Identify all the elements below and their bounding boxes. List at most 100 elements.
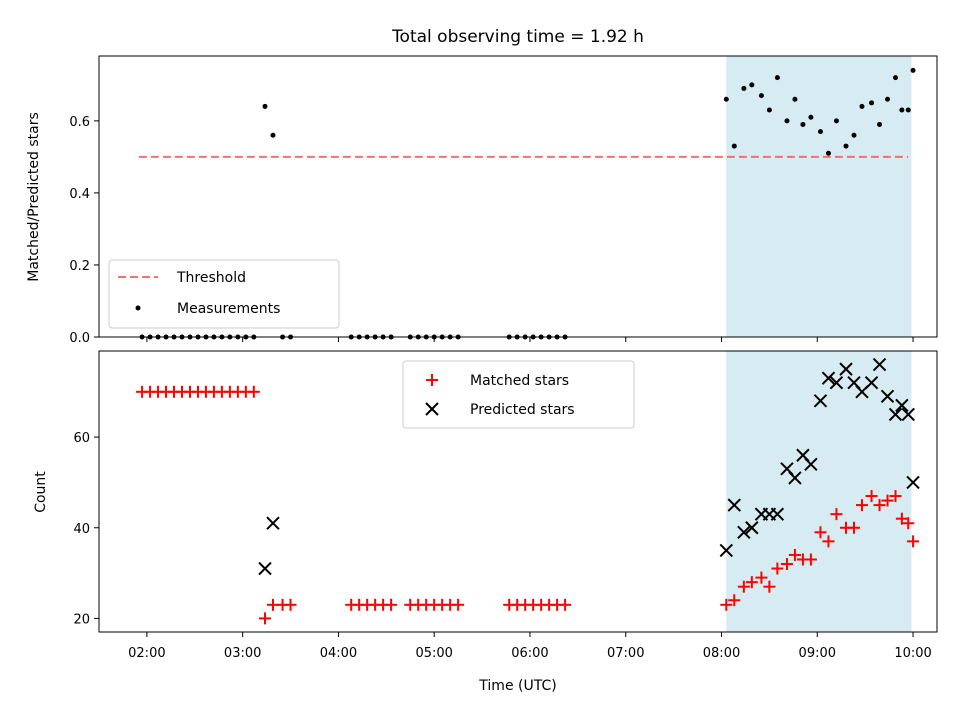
top-y-tick-label: 0.6 xyxy=(69,115,90,130)
top-y-tick-label: 0.4 xyxy=(69,187,90,202)
measurement-point xyxy=(758,93,764,99)
measurement-point xyxy=(905,107,911,113)
legend-measurements-label: Measurements xyxy=(177,301,280,317)
measurement-point xyxy=(262,103,268,109)
x-tick-label: 07:00 xyxy=(607,646,644,661)
measurement-point xyxy=(892,75,898,81)
bottom-panel: 20 40 60 02:00 03:00 04:00 05:00 06:00 07:00 08:… xyxy=(33,350,938,694)
predicted-point xyxy=(839,362,853,376)
matched-point xyxy=(452,598,465,611)
matched-point xyxy=(788,548,801,561)
measurement-point xyxy=(808,114,814,120)
predicted-point xyxy=(745,521,759,535)
matched-point xyxy=(804,553,817,566)
matched-point xyxy=(385,598,398,611)
measurement-point xyxy=(792,96,798,102)
matched-point xyxy=(763,580,776,593)
legend-matched-swatch xyxy=(426,374,438,386)
predicted-point xyxy=(906,475,920,490)
x-tick-label: 02:00 xyxy=(128,646,165,661)
measurement-point xyxy=(774,75,780,81)
measurement-point xyxy=(723,96,729,102)
measurement-point xyxy=(731,143,737,149)
matched-point xyxy=(259,612,272,625)
measurement-point xyxy=(843,143,849,149)
matched-point xyxy=(780,558,793,571)
predicted-point xyxy=(880,389,895,404)
matched-point xyxy=(822,535,835,548)
matched-point xyxy=(737,580,750,593)
measurement-point xyxy=(851,132,857,138)
measurement-point xyxy=(877,121,883,127)
bottom-y-axis-label: Count xyxy=(33,471,49,513)
predicted-point xyxy=(888,407,903,422)
predicted-point xyxy=(770,507,785,521)
bottom-span xyxy=(726,351,912,632)
predicted-point xyxy=(737,525,751,539)
measurement-point xyxy=(766,107,772,113)
matched-point xyxy=(728,594,741,607)
x-tick-label: 08:00 xyxy=(703,646,740,661)
legend-threshold-label: Threshold xyxy=(176,270,246,286)
bottom-y-tick-label: 40 xyxy=(73,522,90,537)
measurement-point xyxy=(899,107,905,113)
predicted-point xyxy=(813,394,828,408)
predicted-point xyxy=(864,376,879,390)
bottom-y-ticks: 20 40 60 xyxy=(73,431,99,627)
matched-point xyxy=(895,512,908,525)
top-axes-frame xyxy=(98,55,938,338)
measurement-point xyxy=(869,100,875,106)
legend-predicted-swatch xyxy=(425,402,439,416)
predicted-point xyxy=(727,498,741,512)
predicted-point xyxy=(804,457,818,472)
legend-predicted-label: Predicted stars xyxy=(470,402,575,418)
measurement-point xyxy=(885,96,891,102)
predicted-points xyxy=(258,357,920,576)
predicted-point xyxy=(258,561,272,576)
x-tick-label: 10:00 xyxy=(894,646,931,661)
measurement-point xyxy=(784,118,790,124)
predicted-point xyxy=(821,371,836,385)
top-y-tick-label: 0.2 xyxy=(69,259,90,274)
matched-point xyxy=(902,517,915,530)
top-legend: Threshold Measurements xyxy=(108,259,340,329)
matched-point xyxy=(771,562,784,575)
measurement-point xyxy=(800,121,806,127)
matched-point xyxy=(830,508,843,521)
bottom-x-ticks: 02:00 03:00 04:00 05:00 06:00 07:00 08:00 09:00… xyxy=(128,632,932,661)
matched-point xyxy=(847,521,860,534)
bottom-y-tick-label: 60 xyxy=(73,431,90,446)
x-tick-label: 06:00 xyxy=(511,646,548,661)
predicted-point xyxy=(788,471,802,485)
bottom-y-tick-label: 20 xyxy=(73,612,90,627)
matched-point xyxy=(247,385,260,398)
matched-point xyxy=(559,598,572,611)
bottom-axes-frame xyxy=(98,350,938,633)
x-tick-label: 03:00 xyxy=(224,646,261,661)
predicted-point xyxy=(872,357,887,372)
matched-point xyxy=(889,490,902,503)
top-legend-box xyxy=(108,259,340,329)
legend-measurement-swatch xyxy=(135,305,141,311)
matched-point xyxy=(745,576,758,589)
bottom-legend-box xyxy=(402,360,635,429)
matched-points xyxy=(136,385,920,625)
x-axis-label: Time (UTC) xyxy=(478,678,556,694)
matched-point xyxy=(907,535,920,548)
measurement-point xyxy=(833,118,839,124)
top-y-tick-label: 0.0 xyxy=(69,331,90,346)
figure-title: Total observing time = 1.92 h xyxy=(391,27,644,47)
predicted-point xyxy=(895,398,909,413)
top-y-axis-label: Matched/Predicted stars xyxy=(26,112,42,282)
x-tick-label: 05:00 xyxy=(415,646,452,661)
top-panel: 0.0 0.2 0.4 0.6 Matched/Predicted stars Thr… xyxy=(26,55,938,346)
matched-point xyxy=(865,490,878,503)
matched-point xyxy=(873,499,886,512)
predicted-point xyxy=(829,376,844,390)
predicted-point xyxy=(901,407,915,422)
matched-point xyxy=(881,494,894,507)
measurement-point xyxy=(825,150,831,156)
predicted-point xyxy=(719,543,734,558)
matched-point xyxy=(284,598,297,611)
